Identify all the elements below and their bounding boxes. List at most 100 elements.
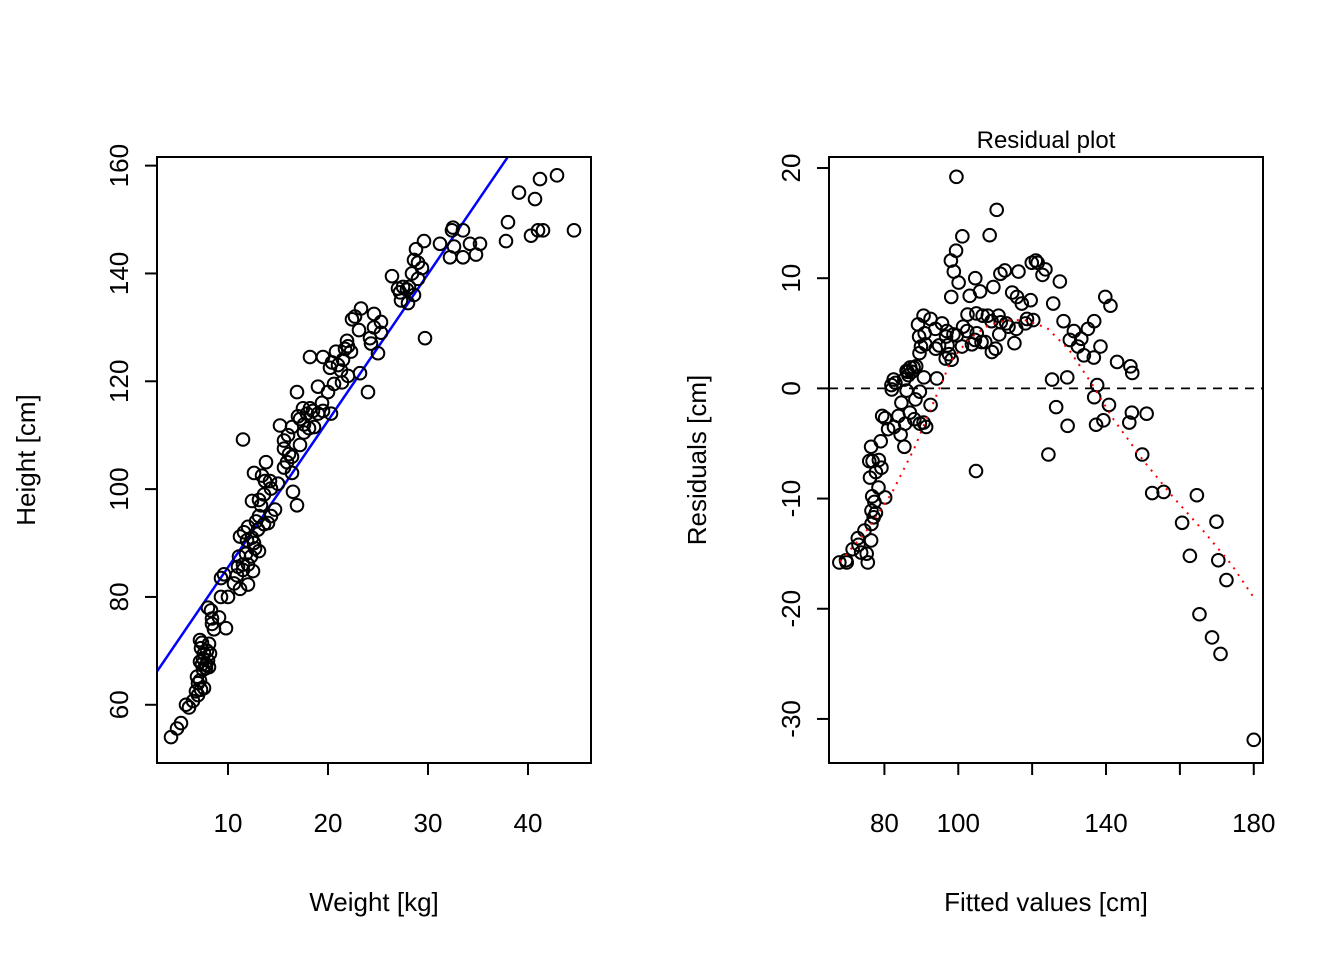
data-point: [192, 632, 208, 648]
data-point: [194, 635, 210, 651]
data-point: [888, 375, 903, 391]
data-point: [1211, 552, 1226, 568]
plot-frame: [156, 156, 592, 764]
residual-plot-panel: Residual plot 80 100 140 180 -30 -20 -10 0 10 20…: [682, 127, 1275, 917]
data-point: [1246, 732, 1262, 748]
x-tick-label: 10: [214, 808, 243, 838]
data-point: [839, 555, 855, 570]
data-point: [1101, 397, 1117, 413]
data-point: [1134, 447, 1150, 462]
data-point: [289, 384, 305, 400]
data-point: [199, 643, 215, 659]
data-point: [1041, 447, 1056, 462]
data-point: [1060, 418, 1075, 434]
data-point: [1093, 339, 1108, 354]
data-point: [874, 408, 890, 424]
data-point: [213, 570, 229, 586]
y-tick-label: -20: [776, 590, 806, 628]
data-point: [863, 533, 879, 548]
data-point: [314, 395, 330, 411]
data-point: [867, 494, 882, 510]
data-point: [1011, 264, 1026, 279]
data-point: [213, 589, 229, 605]
data-point: [498, 233, 514, 249]
data-point: [1124, 365, 1140, 381]
data-point: [955, 319, 971, 334]
data-point: [276, 441, 292, 456]
data-point: [231, 549, 247, 564]
data-point: [1004, 285, 1020, 300]
x-tick-label: 80: [870, 808, 899, 838]
data-point: [340, 338, 356, 354]
x-tick-label: 20: [314, 808, 343, 838]
data-point: [967, 270, 983, 286]
x-axis: 80 100 140 180: [870, 763, 1275, 838]
data-point: [366, 306, 382, 322]
height-weight-points: [163, 168, 582, 745]
data-point: [1025, 312, 1041, 328]
data-point: [974, 334, 989, 350]
data-point: [295, 400, 311, 416]
data-point: [877, 410, 893, 426]
y-axis-label: Height [cm]: [11, 394, 41, 526]
height-vs-weight-panel: 10 20 30 40 60 80 100 120 140 160 Weight [kg] He…: [11, 144, 592, 917]
y-tick-label: 80: [104, 582, 134, 611]
data-point: [352, 365, 368, 381]
data-point: [1038, 262, 1053, 277]
x-axis-label: Fitted values [cm]: [944, 887, 1148, 917]
y-tick-label: -10: [776, 480, 806, 518]
y-tick-label: 120: [104, 360, 134, 403]
data-point: [549, 168, 565, 183]
data-point: [1023, 292, 1038, 308]
data-point: [1144, 485, 1160, 501]
data-point: [900, 364, 915, 380]
y-axis: -30 -20 -10 0 10 20: [776, 154, 829, 738]
data-point: [532, 171, 548, 187]
regression-line-layer: [157, 157, 510, 673]
data-point: [280, 427, 296, 443]
data-point: [1066, 323, 1082, 339]
data-point: [1189, 487, 1205, 503]
data-point: [960, 307, 975, 322]
data-point: [1213, 646, 1228, 662]
data-point: [258, 454, 274, 470]
data-point: [871, 480, 886, 495]
data-point: [908, 392, 923, 407]
data-point: [306, 419, 322, 435]
data-point: [527, 191, 543, 207]
data-point: [993, 314, 1009, 330]
y-tick-label: 10: [776, 264, 806, 293]
data-point: [1121, 415, 1137, 430]
data-point: [200, 600, 216, 616]
data-point: [173, 715, 189, 731]
data-point: [959, 323, 975, 339]
data-point: [344, 311, 360, 327]
data-point: [988, 341, 1003, 357]
data-point: [417, 330, 433, 346]
data-point: [873, 433, 889, 449]
data-point: [462, 236, 478, 252]
y-tick-label: 0: [776, 381, 806, 395]
data-point: [432, 236, 448, 252]
data-point: [851, 537, 866, 553]
data-point: [1086, 389, 1102, 405]
data-point: [918, 419, 934, 435]
data-point: [954, 339, 970, 354]
data-point: [401, 279, 417, 295]
data-point: [899, 383, 914, 398]
data-point: [997, 263, 1013, 278]
data-point: [254, 468, 270, 483]
data-point: [948, 243, 964, 258]
y-tick-label: 60: [104, 690, 134, 719]
chart-title: Residual plot: [977, 127, 1116, 154]
data-point: [989, 202, 1004, 218]
data-point: [1103, 298, 1118, 314]
data-point: [938, 329, 954, 344]
data-point: [285, 484, 301, 500]
data-point: [968, 463, 984, 479]
x-tick-label: 100: [937, 808, 980, 838]
data-point: [929, 371, 945, 386]
data-point: [328, 344, 344, 359]
data-point: [326, 376, 342, 392]
